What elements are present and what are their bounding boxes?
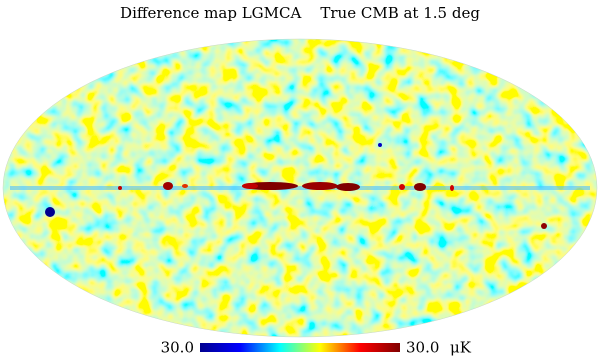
map-outline bbox=[2, 38, 598, 338]
galactic-plane bbox=[10, 143, 590, 229]
colorbar-tick-label: 30.0 bbox=[161, 339, 194, 357]
chart-title: Difference map LGMCA True CMB at 1.5 deg bbox=[120, 4, 480, 22]
colorbar-gradient bbox=[200, 343, 400, 352]
colorbar: 30.0 30.0 μK bbox=[161, 339, 472, 357]
colorbar-unit: μK bbox=[450, 339, 472, 357]
sky-map bbox=[3, 39, 597, 337]
colorbar-tick-label: 30.0 bbox=[406, 339, 439, 357]
